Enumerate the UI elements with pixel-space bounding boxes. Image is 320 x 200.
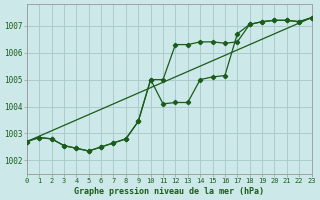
X-axis label: Graphe pression niveau de la mer (hPa): Graphe pression niveau de la mer (hPa): [74, 187, 264, 196]
